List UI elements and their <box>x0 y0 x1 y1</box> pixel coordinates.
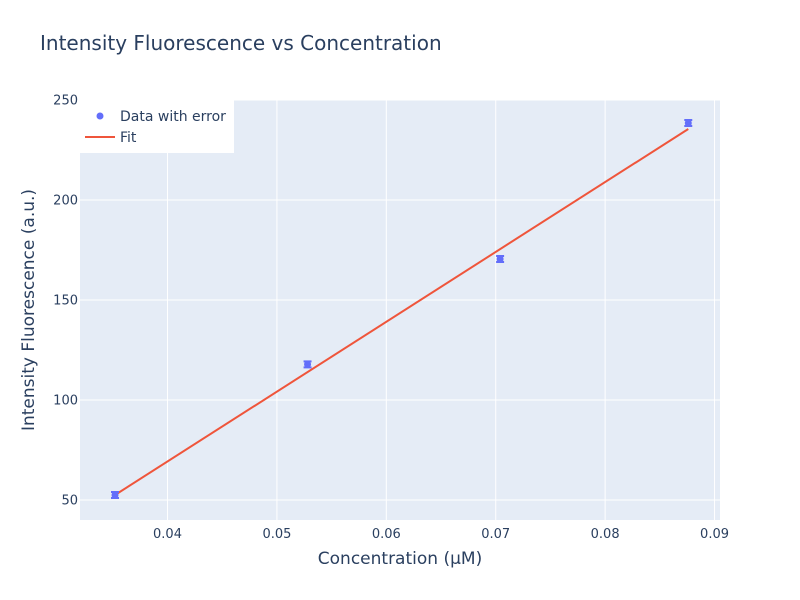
legend-label-fit[interactable]: Fit <box>120 130 137 146</box>
x-tick-label: 0.05 <box>262 527 291 542</box>
x-tick-label: 0.06 <box>372 527 401 542</box>
data-point[interactable] <box>496 255 505 263</box>
data-marker <box>684 119 692 127</box>
tick-labels: 0.04 0.05 0.06 0.07 0.08 0.09 50 100 150 200 250 <box>53 94 729 543</box>
x-tick-label: 0.07 <box>481 527 510 542</box>
data-marker <box>304 360 312 368</box>
x-tick-label: 0.09 <box>700 527 729 542</box>
y-tick-label: 100 <box>53 394 78 409</box>
legend-marker-data <box>96 112 104 120</box>
series <box>111 119 693 499</box>
data-point[interactable] <box>303 360 312 369</box>
grid <box>80 99 720 520</box>
legend-label-data[interactable]: Data with error <box>120 109 226 125</box>
data-point[interactable] <box>684 119 693 127</box>
y-tick-label: 150 <box>53 294 78 309</box>
data-point[interactable] <box>111 491 120 499</box>
x-tick-label: 0.04 <box>153 527 182 542</box>
data-marker <box>111 491 119 499</box>
fit-line <box>114 128 689 496</box>
y-tick-label: 50 <box>61 494 78 509</box>
y-axis-title: Intensity Fluorescence (a.u.) <box>19 189 39 431</box>
legend-box <box>80 100 234 153</box>
chart-title: Intensity Fluorescence vs Concentration <box>40 31 442 55</box>
data-marker <box>496 255 504 263</box>
x-axis-title: Concentration (µM) <box>318 549 482 569</box>
x-tick-label: 0.08 <box>591 527 620 542</box>
y-tick-label: 200 <box>53 194 78 209</box>
y-tick-label: 250 <box>53 94 78 109</box>
legend[interactable]: Data with error Fit <box>80 100 234 153</box>
